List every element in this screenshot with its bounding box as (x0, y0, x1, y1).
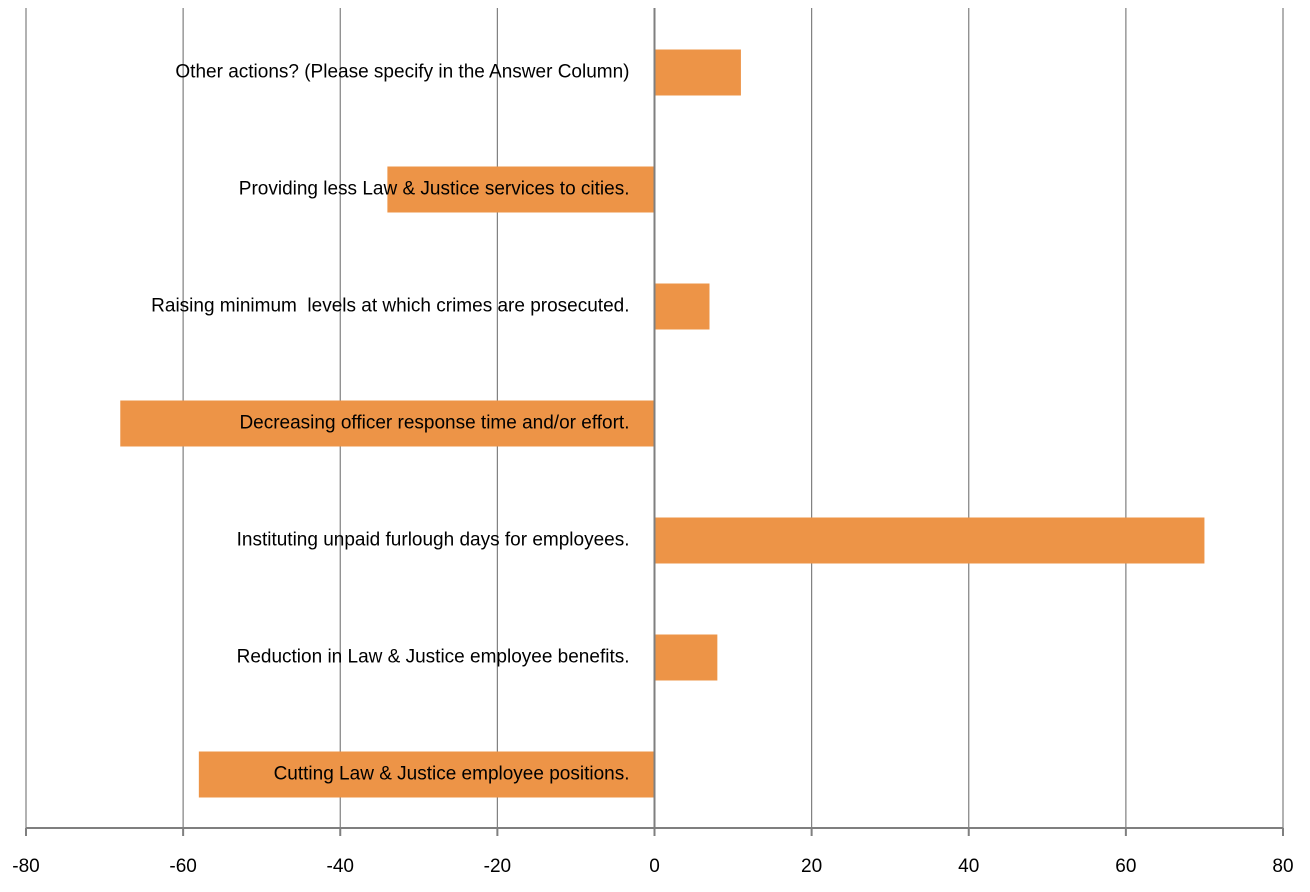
bar-4 (654, 517, 1205, 564)
x-tick-label-1: -60 (169, 856, 196, 877)
category-label-0: Other actions? (Please specify in the An… (175, 62, 629, 83)
x-axis: -80 -60 -40 -20 0 20 40 60 80 (12, 8, 1294, 877)
x-tick-label-6: 40 (958, 856, 979, 877)
x-tick-label-2: -40 (327, 856, 354, 877)
bar-3 (120, 400, 655, 447)
x-tick-label-5: 20 (801, 856, 822, 877)
x-tick-label-0: -80 (12, 856, 39, 877)
bar-0 (654, 49, 741, 96)
bar-1 (387, 166, 655, 213)
x-tick-label-7: 60 (1115, 856, 1136, 877)
category-label-3: Decreasing officer response time and/or … (239, 413, 629, 434)
x-tick-label-8: 80 (1272, 856, 1293, 877)
x-tick-label-4: 0 (649, 856, 660, 877)
category-label-5: Reduction in Law & Justice employee bene… (237, 647, 630, 668)
bar-5 (654, 634, 718, 681)
bar-6 (198, 751, 655, 798)
category-label-6: Cutting Law & Justice employee positions… (274, 764, 630, 785)
bars (120, 49, 1205, 798)
category-label-1: Providing less Law & Justice services to… (239, 179, 630, 200)
x-tick-label-3: -20 (484, 856, 511, 877)
category-label-4: Instituting unpaid furlough days for emp… (237, 530, 630, 551)
category-label-2: Raising minimum levels at which crimes a… (151, 296, 629, 317)
category-labels: Other actions? (Please specify in the An… (151, 62, 629, 785)
bar-2 (654, 283, 710, 330)
